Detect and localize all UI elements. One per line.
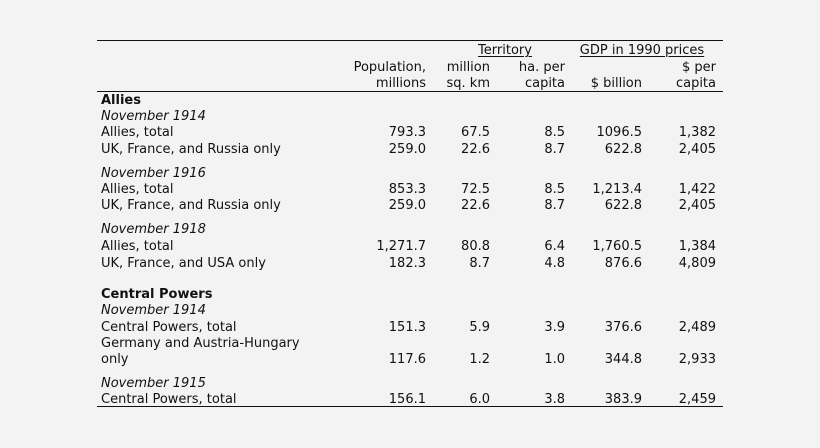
gdp-billion-cell: 344.8 bbox=[604, 352, 642, 367]
ha-per-capita-cell: 3.9 bbox=[544, 320, 565, 335]
table-bottom-rule bbox=[97, 406, 723, 407]
row-label: UK, France, and Russia only bbox=[101, 142, 281, 157]
ha-per-capita-cell: 8.5 bbox=[544, 125, 565, 140]
ha-per-capita-cell: 3.8 bbox=[544, 392, 565, 407]
territory-cell: 5.9 bbox=[469, 320, 490, 335]
gdp-billion-cell: 876.6 bbox=[604, 256, 642, 271]
territory-cell: 72.5 bbox=[461, 182, 490, 197]
population-cell: 151.3 bbox=[388, 320, 426, 335]
row-label: Allies, total bbox=[101, 182, 174, 197]
gdp-billion-cell: 1,760.5 bbox=[592, 239, 642, 254]
row-label: Central Powers, total bbox=[101, 392, 237, 407]
period-label: November 1918 bbox=[101, 222, 206, 237]
period-label: November 1914 bbox=[101, 109, 206, 124]
population-cell: 117.6 bbox=[388, 352, 426, 367]
period-label: November 1916 bbox=[101, 166, 206, 181]
territory-cell: 6.0 bbox=[469, 392, 490, 407]
population-cell: 156.1 bbox=[388, 392, 426, 407]
top-rule bbox=[97, 40, 723, 41]
ha-per-capita-cell: 8.7 bbox=[544, 142, 565, 157]
row-label: UK, France, and Russia only bbox=[101, 198, 281, 213]
population-cell: 853.3 bbox=[388, 182, 426, 197]
territory-cell: 67.5 bbox=[461, 125, 490, 140]
gdp-billion-cell: 1096.5 bbox=[596, 125, 643, 140]
period-label: November 1914 bbox=[101, 303, 206, 318]
gdp-per-capita-cell: 2,933 bbox=[678, 352, 716, 367]
gdp-billion-cell: 622.8 bbox=[604, 198, 642, 213]
row-label: Allies, total bbox=[101, 239, 174, 254]
gdp-per-capita-header-line2: capita bbox=[675, 76, 716, 91]
row-label-line2: only bbox=[101, 352, 129, 367]
gdp-billion-cell: 376.6 bbox=[604, 320, 642, 335]
section-title-central-powers: Central Powers bbox=[101, 287, 213, 302]
ha-per-capita-cell: 8.7 bbox=[544, 198, 565, 213]
ha-per-capita-cell: 8.5 bbox=[544, 182, 565, 197]
ha-per-capita-header-line1: ha. per bbox=[518, 60, 565, 75]
territory-sqkm-header-line2: sq. km bbox=[446, 76, 490, 91]
territory-cell: 22.6 bbox=[461, 142, 490, 157]
ha-per-capita-cell: 1.0 bbox=[544, 352, 565, 367]
gdp-per-capita-cell: 2,405 bbox=[678, 198, 716, 213]
territory-sqkm-header-line1: million bbox=[446, 60, 490, 75]
row-label-line1: Germany and Austria-Hungary bbox=[101, 336, 300, 351]
territory-cell: 22.6 bbox=[461, 198, 490, 213]
population-cell: 182.3 bbox=[388, 256, 426, 271]
territory-cell: 1.2 bbox=[469, 352, 490, 367]
row-label: Allies, total bbox=[101, 125, 174, 140]
gdp-per-capita-cell: 1,382 bbox=[678, 125, 716, 140]
gdp-per-capita-cell: 2,405 bbox=[678, 142, 716, 157]
period-label: November 1915 bbox=[101, 376, 206, 391]
gdp-per-capita-header-line1: $ per bbox=[682, 60, 716, 75]
gdp-per-capita-cell: 4,809 bbox=[678, 256, 716, 271]
ha-per-capita-header-line2: capita bbox=[524, 76, 565, 91]
ha-per-capita-cell: 4.8 bbox=[544, 256, 565, 271]
gdp-billion-cell: 383.9 bbox=[604, 392, 642, 407]
population-cell: 793.3 bbox=[388, 125, 426, 140]
territory-header: Territory bbox=[478, 43, 532, 58]
gdp-per-capita-cell: 2,489 bbox=[678, 320, 716, 335]
ha-per-capita-cell: 6.4 bbox=[544, 239, 565, 254]
gdp-billion-header: $ billion bbox=[590, 76, 642, 91]
gdp-billion-cell: 1,213.4 bbox=[592, 182, 642, 197]
section-title-allies: Allies bbox=[101, 93, 141, 108]
population-cell: 259.0 bbox=[388, 142, 426, 157]
header-bottom-rule bbox=[97, 91, 723, 92]
territory-cell: 80.8 bbox=[461, 239, 490, 254]
gdp-per-capita-cell: 1,384 bbox=[678, 239, 716, 254]
gdp-per-capita-cell: 1,422 bbox=[678, 182, 716, 197]
territory-cell: 8.7 bbox=[469, 256, 490, 271]
row-label: Central Powers, total bbox=[101, 320, 237, 335]
gdp-billion-cell: 622.8 bbox=[604, 142, 642, 157]
row-label: UK, France, and USA only bbox=[101, 256, 266, 271]
population-cell: 1,271.7 bbox=[376, 239, 426, 254]
population-header-line2: millions bbox=[375, 76, 426, 91]
population-header-line1: Population, bbox=[353, 60, 426, 75]
gdp-header: GDP in 1990 prices bbox=[579, 43, 705, 58]
population-cell: 259.0 bbox=[388, 198, 426, 213]
gdp-per-capita-cell: 2,459 bbox=[678, 392, 716, 407]
